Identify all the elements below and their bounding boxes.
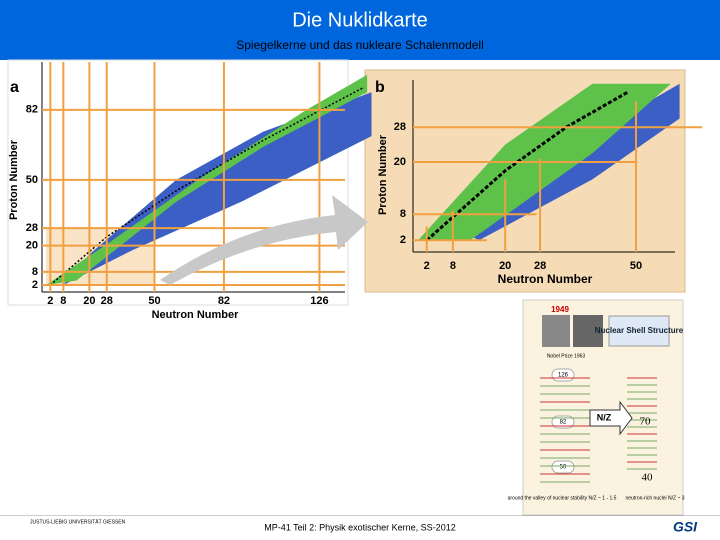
- y-axis-label: Proton Number: [377, 134, 389, 215]
- x-tick-label: 28: [101, 295, 113, 307]
- 1-text: 82: [560, 420, 567, 426]
- 0-text: 126: [558, 373, 569, 379]
- y-tick-label: 28: [394, 121, 406, 133]
- uni-logo: JUSTUS-LIEBIG UNIVERSITÄT GIESSEN: [30, 518, 126, 525]
- x-tick-label: 20: [83, 295, 95, 307]
- title: Die Nuklidkarte: [292, 9, 428, 31]
- panel-label: a: [10, 79, 19, 96]
- footer-text: MP-41 Teil 2: Physik exotischer Kerne, S…: [264, 522, 455, 532]
- left-caption-text: around the valley of nuclear stability N…: [508, 495, 617, 501]
- y-tick-label: 20: [394, 156, 406, 168]
- y-tick-label: 82: [26, 104, 38, 116]
- x-tick-label: 126: [310, 295, 328, 307]
- x-tick-label: 8: [450, 260, 456, 272]
- level-marker: [551, 415, 575, 429]
- prize-text: Nobel Prize 1963: [547, 353, 586, 359]
- footer: [0, 516, 720, 540]
- ratio-text: N/Z: [597, 412, 612, 422]
- level-marker: [551, 460, 575, 474]
- n2-text: 40: [642, 472, 654, 484]
- x-tick-label: 28: [534, 260, 546, 272]
- neutron-rich-band: [63, 92, 372, 286]
- y-tick-label: 2: [32, 279, 38, 291]
- inset-box: [608, 315, 670, 347]
- y-tick-label: 8: [32, 266, 38, 278]
- x-tick-label: 2: [424, 260, 430, 272]
- n1-text: 70: [640, 416, 652, 428]
- subtitle: Spiegelkerne und das nukleare Schalenmod…: [236, 38, 484, 52]
- x-tick-label: 50: [148, 295, 160, 307]
- gsi-logo: GSI: [673, 519, 698, 535]
- x-axis-label: Neutron Number: [152, 309, 240, 321]
- x-axis-label: Neutron Number: [498, 272, 593, 286]
- photo: [573, 315, 603, 347]
- header-bar: [0, 0, 720, 60]
- x-tick-label: 8: [60, 295, 66, 307]
- valley: [49, 87, 364, 286]
- ratio-arrow: [589, 400, 633, 436]
- y-tick-label: 2: [400, 234, 406, 246]
- 2-text: 50: [560, 465, 567, 471]
- x-tick-label: 2: [47, 295, 53, 307]
- x-tick-label: 20: [499, 260, 511, 272]
- panel-label: b: [375, 79, 385, 96]
- x-tick-label: 82: [218, 295, 230, 307]
- y-tick-label: 28: [26, 222, 38, 234]
- box-text: Nuclear Shell Structure: [595, 326, 684, 335]
- arrow: [160, 195, 368, 285]
- y-tick-label: 20: [26, 240, 38, 252]
- x-tick-label: 50: [630, 260, 642, 272]
- y-tick-label: 8: [400, 208, 406, 220]
- year-text: 1949: [551, 305, 569, 314]
- y-tick-label: 50: [26, 174, 38, 186]
- right-caption-text: neutron-rich nuclei N/Z ~ 3: [625, 495, 684, 501]
- y-axis-label: Proton Number: [8, 139, 20, 220]
- photo: [542, 315, 570, 347]
